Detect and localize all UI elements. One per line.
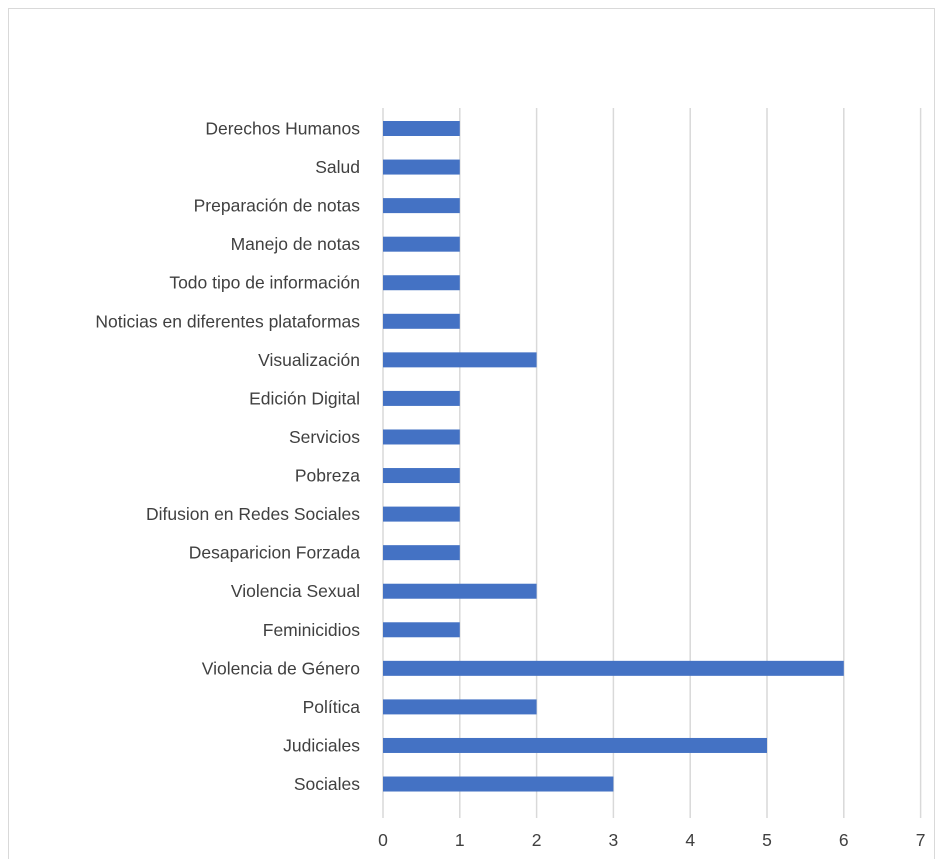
category-label: Pobreza [295, 466, 360, 486]
bar [383, 313, 460, 329]
chart-frame [8, 8, 935, 859]
category-label: Servicios [289, 427, 360, 447]
x-tick-label: 2 [532, 830, 542, 850]
bar [383, 429, 460, 445]
x-tick-label: 3 [609, 830, 619, 850]
bar [383, 776, 614, 792]
category-label: Salud [315, 157, 360, 177]
bar [383, 506, 460, 522]
category-label: Política [303, 697, 361, 717]
category-label: Edición Digital [249, 388, 360, 408]
category-label: Sociales [294, 774, 360, 794]
category-label: Desaparicion Forzada [189, 543, 360, 563]
category-label: Difusion en Redes Sociales [146, 504, 360, 524]
category-label: Violencia de Género [202, 658, 360, 678]
bar [383, 660, 844, 676]
bar [383, 121, 460, 136]
bar [383, 468, 460, 484]
category-label: Violencia Sexual [231, 581, 360, 601]
bar [383, 583, 537, 599]
bar [383, 159, 460, 175]
bar [383, 236, 460, 252]
x-tick-label: 7 [916, 830, 926, 850]
bar [383, 390, 460, 406]
x-tick-label: 5 [762, 830, 772, 850]
x-tick-label: 1 [455, 830, 465, 850]
category-label: Noticias en diferentes plataformas [95, 311, 360, 331]
category-label: Todo tipo de información [169, 273, 360, 293]
grid-layer [382, 108, 922, 818]
category-label: Preparación de notas [194, 196, 361, 216]
x-axis-ticks: 0 1 2 3 4 5 6 7 [378, 830, 925, 850]
x-tick-label: 0 [378, 830, 388, 850]
bar [383, 352, 537, 368]
category-label: Feminicidios [263, 620, 360, 640]
bar [383, 737, 767, 753]
category-labels: Derechos Humanos Salud Preparación de nota… [95, 119, 360, 795]
category-label: Manejo de notas [231, 234, 361, 254]
category-label: Visualización [258, 350, 360, 370]
bar [383, 545, 460, 561]
category-label: Judiciales [283, 735, 360, 755]
x-tick-label: 6 [839, 830, 849, 850]
bar [383, 198, 460, 214]
category-label: Derechos Humanos [205, 119, 360, 139]
bar [383, 699, 537, 715]
x-tick-label: 4 [685, 830, 695, 850]
bar [383, 275, 460, 291]
bar-layer [383, 121, 844, 792]
bar [383, 622, 460, 638]
